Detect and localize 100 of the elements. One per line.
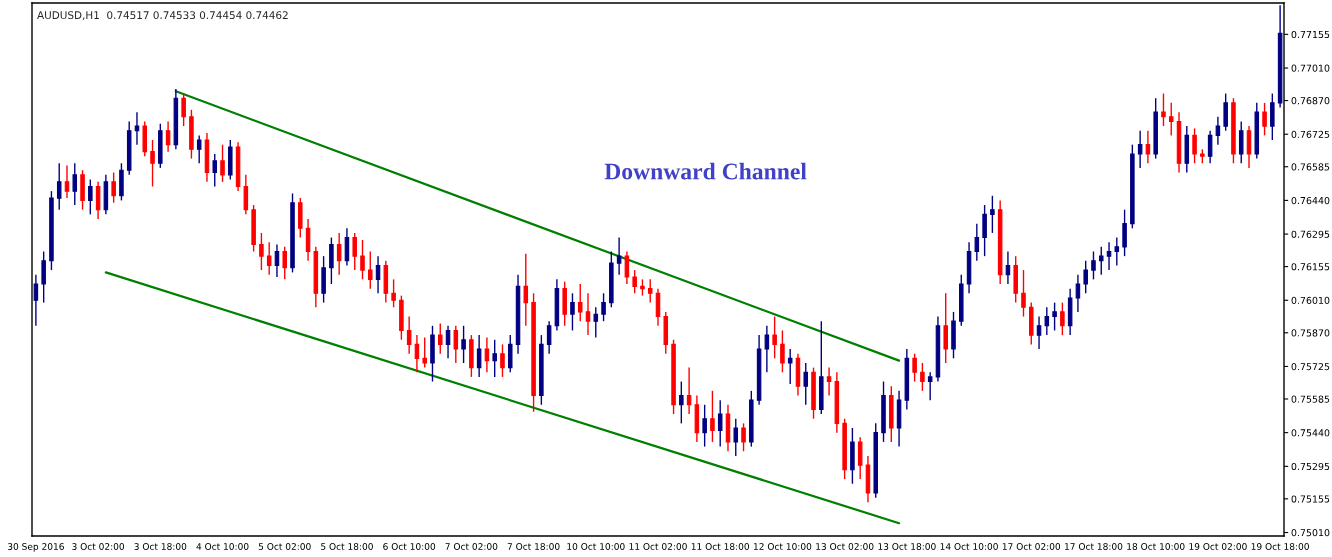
candlestick — [803, 362, 809, 406]
x-tick-label: 6 Oct 10:00 — [383, 543, 436, 550]
candlestick — [391, 278, 396, 308]
x-tick-label: 5 Oct 02:00 — [258, 543, 311, 550]
candlestick — [282, 246, 287, 281]
x-tick-label: 13 Oct 02:00 — [816, 543, 874, 550]
candlestick — [41, 250, 46, 304]
candlestick — [1223, 92, 1228, 132]
candlestick — [912, 352, 917, 383]
x-tick-label: 12 Oct 10:00 — [753, 543, 812, 550]
candlestick — [616, 236, 622, 276]
y-tick-label: 0.76725 — [1291, 130, 1330, 138]
candlestick — [1114, 236, 1120, 267]
candlestick — [220, 143, 225, 183]
candlestick — [445, 325, 451, 360]
candlestick — [1091, 250, 1096, 281]
candlestick — [266, 241, 272, 276]
y-tick-label: 0.76585 — [1291, 163, 1330, 171]
candlestick — [181, 92, 186, 127]
y-tick-label: 0.75440 — [1291, 429, 1330, 437]
candlestick — [329, 236, 334, 285]
x-tick-label: 19 Oct 02:00 — [1189, 543, 1247, 550]
candlestick — [1145, 130, 1151, 164]
y-tick-label: 0.76440 — [1291, 196, 1330, 205]
y-tick-label: 0.77010 — [1291, 64, 1330, 72]
candlestick — [492, 339, 497, 378]
candlestick — [1137, 130, 1143, 169]
candlestick — [414, 334, 420, 373]
candlestick — [461, 325, 466, 364]
candlestick — [196, 134, 202, 164]
x-tick-label: 30 Sep 2016 — [7, 543, 64, 552]
x-tick-label: 11 Oct 18:00 — [691, 543, 750, 550]
candlestick — [437, 322, 443, 355]
candlestick — [990, 195, 995, 234]
candlestick — [134, 111, 140, 146]
candlestick — [375, 255, 381, 295]
candlestick — [826, 366, 832, 397]
candlestick — [632, 269, 637, 295]
candlestick — [593, 306, 599, 339]
candlestick — [601, 292, 606, 322]
candlestick — [1270, 92, 1275, 141]
candlestick — [1060, 301, 1065, 336]
candlestick — [624, 250, 630, 285]
y-tick-label: 0.76295 — [1291, 230, 1330, 238]
candlestick — [453, 325, 459, 364]
candlestick — [484, 336, 490, 373]
y-tick-label: 0.76155 — [1291, 263, 1330, 271]
candlestick — [764, 325, 770, 373]
candlestick — [546, 320, 552, 355]
y-tick-label: 0.76010 — [1291, 296, 1330, 304]
x-tick-label: 17 Oct 18:00 — [1065, 543, 1123, 550]
x-tick-label: 18 Oct 10:00 — [1127, 543, 1185, 550]
candlestick — [1246, 125, 1252, 169]
candlestick — [741, 422, 746, 452]
candlestick — [1052, 301, 1057, 332]
y-tick-label: 0.75725 — [1291, 363, 1330, 371]
text: AUDUSD,H1 0.74517 0.74533 0.74454 0.74462 — [37, 11, 288, 21]
candlestick — [710, 390, 715, 443]
candlestick — [585, 292, 591, 336]
y-tick-label: 0.77155 — [1291, 30, 1330, 39]
candlestick — [274, 243, 280, 278]
candlestick — [1161, 92, 1166, 127]
candlestick — [1044, 306, 1050, 336]
candlestick — [56, 162, 62, 211]
x-tick-label: 5 Oct 18:00 — [321, 543, 373, 550]
x-tick-label: 10 Oct 10:00 — [567, 543, 625, 550]
candlestick — [64, 164, 70, 199]
y-tick-label: 0.76870 — [1291, 97, 1330, 105]
candlestick — [1192, 127, 1197, 164]
candlestick — [368, 250, 373, 290]
candlestick — [780, 329, 785, 373]
x-tick-label: 19 Oct 18:00 — [1251, 543, 1309, 550]
candlestick — [165, 120, 171, 153]
candlestick — [336, 232, 342, 276]
candlestick — [507, 334, 513, 373]
x-tick-label: 4 Oct 10:00 — [196, 543, 249, 550]
x-tick-label: 3 Oct 18:00 — [134, 543, 187, 550]
candlestick — [577, 283, 583, 322]
candlestick — [1021, 269, 1026, 318]
y-tick-label: 0.75585 — [1291, 395, 1330, 403]
candlestick — [72, 162, 78, 206]
x-tick-label: 7 Oct 02:00 — [445, 543, 498, 550]
candlestick — [927, 371, 933, 401]
candlestick — [523, 253, 529, 327]
candlestick — [570, 292, 575, 332]
candlestick — [352, 232, 357, 271]
candlestick — [1262, 102, 1267, 137]
candlestick — [1075, 274, 1081, 313]
candlestick — [679, 380, 684, 425]
candlestick — [360, 239, 365, 281]
candlestick — [212, 153, 218, 188]
candlestick — [1106, 241, 1112, 271]
candlestick — [1238, 120, 1244, 164]
candlestick — [857, 436, 863, 480]
x-tick-label: 7 Oct 18:00 — [507, 543, 560, 550]
candlestick — [1215, 116, 1221, 146]
x-tick-label: 3 Oct 02:00 — [72, 543, 125, 550]
candlestick — [88, 178, 93, 216]
candlestick — [111, 171, 116, 204]
candlestick — [943, 292, 948, 364]
